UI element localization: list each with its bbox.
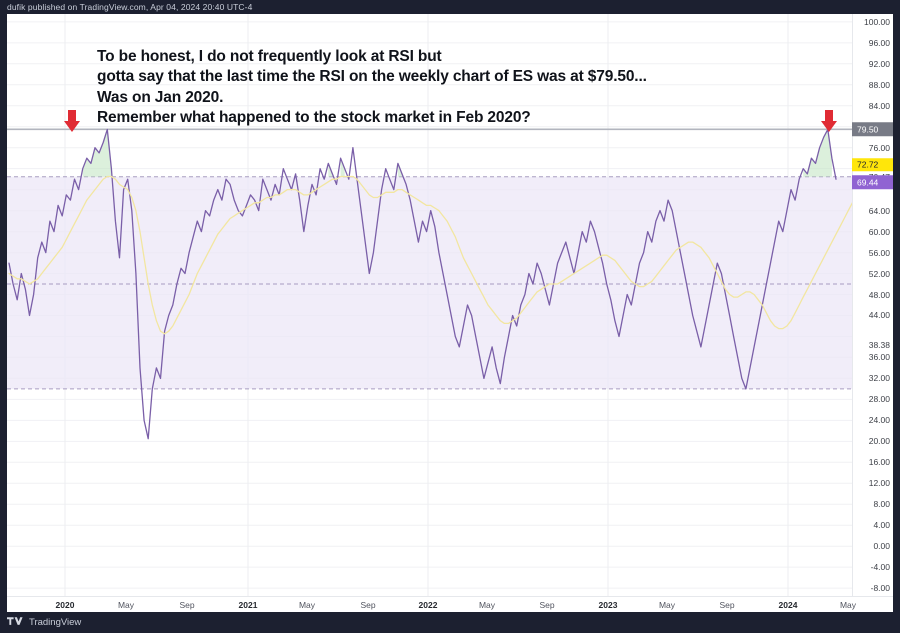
price-axis-tick: 100.00 <box>864 16 890 27</box>
price-axis-tick: 64.00 <box>868 205 890 216</box>
time-axis-tick: May <box>298 599 316 610</box>
rsi-line <box>8 128 837 440</box>
price-axis-tick: 56.00 <box>868 247 890 258</box>
price-axis-tick: 28.00 <box>868 394 890 405</box>
rsi-plot-svg <box>7 14 852 596</box>
price-badge-72-72[interactable]: 72.72 <box>852 158 893 172</box>
time-axis-tick: May <box>117 599 135 610</box>
price-badge-69-44[interactable]: 69.44 <box>852 175 893 189</box>
price-axis-tick: 52.00 <box>868 268 890 279</box>
time-axis-tick: Sep <box>539 599 555 610</box>
price-axis-tick: -8.00 <box>870 582 890 593</box>
price-axis-tick: 92.00 <box>868 58 890 69</box>
price-axis-tick: 16.00 <box>868 457 890 468</box>
footer-bar: TradingView <box>0 612 900 633</box>
time-axis-tick: May <box>658 599 676 610</box>
time-axis[interactable]: 2020 May Sep 2021 May Sep 2022 May Sep 2023 May Sep… <box>7 596 893 612</box>
time-axis-tick: 2021 <box>238 599 258 610</box>
arrow-down-icon <box>821 121 837 132</box>
attribution-bar: dufik published on TradingView.com, Apr … <box>0 0 900 14</box>
price-axis-tick: 88.00 <box>868 79 890 90</box>
time-axis-tick: Sep <box>719 599 735 610</box>
price-axis-tick: 96.00 <box>868 37 890 48</box>
tradingview-logo-icon <box>7 617 23 625</box>
footer-brand-label: TradingView <box>29 617 82 628</box>
price-axis-tick: 8.00 <box>873 498 890 509</box>
price-axis-tick: 76.00 <box>868 142 890 153</box>
price-axis-tick: 20.00 <box>868 436 890 447</box>
time-axis-tick: Sep <box>360 599 376 610</box>
time-axis-tick: May <box>839 599 857 610</box>
arrow-down-icon <box>64 121 80 132</box>
price-axis-tick: 36.00 <box>868 352 890 363</box>
arrow-marker-right <box>821 110 837 132</box>
overbought-green-fill <box>803 129 832 177</box>
price-axis-tick: 48.00 <box>868 289 890 300</box>
price-axis[interactable]: 100.00 96.00 92.00 88.00 84.00 76.00 64.00 60.0… <box>852 14 893 596</box>
price-axis-tick: 24.00 <box>868 415 890 426</box>
chart-frame: 100.00 96.00 92.00 88.00 84.00 76.00 64.00 60.0… <box>7 14 893 612</box>
price-badge-79-50[interactable]: 79.50 <box>852 122 893 137</box>
price-axis-extra-label: 38.38 <box>868 339 890 350</box>
time-axis-tick: May <box>478 599 496 610</box>
time-axis-tick: 2020 <box>55 599 75 610</box>
rsi-moving-average-line <box>8 175 852 335</box>
price-axis-tick: 12.00 <box>868 478 890 489</box>
price-axis-tick: 0.00 <box>873 540 890 551</box>
price-axis-tick: 84.00 <box>868 100 890 111</box>
time-axis-tick: Sep <box>179 599 195 610</box>
price-axis-tick: -4.00 <box>870 561 890 572</box>
chart-plot-area[interactable] <box>7 14 852 596</box>
time-axis-tick: 2022 <box>418 599 438 610</box>
attribution-text: dufik published on TradingView.com, Apr … <box>7 2 253 12</box>
price-axis-tick: 60.00 <box>868 226 890 237</box>
rsi-band-fill <box>7 176 852 389</box>
price-axis-tick: 32.00 <box>868 373 890 384</box>
time-axis-tick: 2024 <box>778 599 798 610</box>
overbought-green-fill <box>340 158 345 177</box>
overbought-green-fill <box>82 129 112 177</box>
arrow-marker-left <box>64 110 80 132</box>
price-axis-tick: 4.00 <box>873 519 890 530</box>
time-axis-tick: 2023 <box>598 599 618 610</box>
price-axis-tick: 44.00 <box>868 310 890 321</box>
